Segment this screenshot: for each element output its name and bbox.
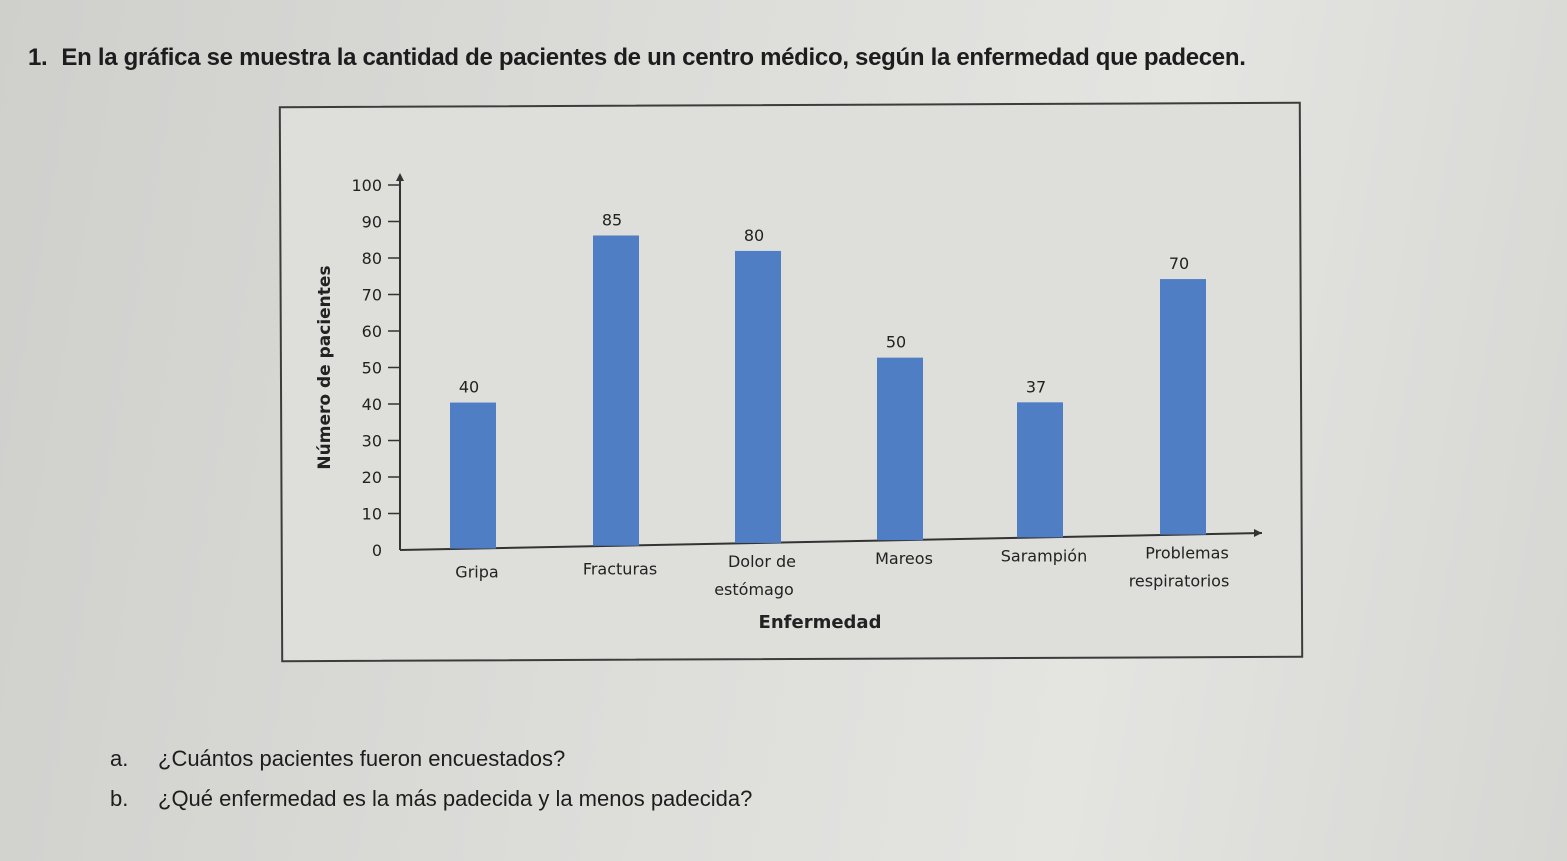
data-label: 40	[459, 378, 479, 397]
data-label: 85	[602, 210, 622, 229]
subquestion-b: b. ¿Qué enfermedad es la más padecida y l…	[110, 786, 752, 812]
y-tick-label: 0	[372, 541, 382, 560]
subquestion-text: ¿Qué enfermedad es la más padecida y la …	[158, 786, 753, 811]
question-title: 1. En la gráfica se muestra la cantidad d…	[28, 44, 1246, 72]
x-tick-label: Fracturas	[583, 560, 657, 579]
y-axis-arrow	[396, 173, 404, 181]
bar-1	[593, 235, 639, 546]
y-tick-label: 100	[351, 176, 382, 195]
x-tick-label: respiratorios	[1129, 572, 1230, 591]
question-number: 1.	[28, 44, 48, 71]
x-tick-label: Problemas	[1145, 544, 1229, 563]
data-label: 80	[744, 226, 764, 245]
y-tick-label: 10	[362, 505, 382, 524]
x-axis-title: Enfermedad	[759, 612, 882, 633]
x-tick-label: estómago	[714, 580, 794, 599]
subquestion-letter: b.	[110, 786, 129, 811]
y-tick-label: 80	[362, 249, 382, 268]
bar-4	[1017, 402, 1063, 538]
y-tick-label: 60	[362, 322, 382, 341]
data-label: 37	[1026, 377, 1046, 396]
data-label: 50	[886, 333, 906, 352]
x-axis-arrow	[1254, 529, 1262, 537]
data-label: 70	[1169, 254, 1189, 273]
x-axis	[399, 532, 1263, 551]
subquestion-text: ¿Cuántos pacientes fueron encuestados?	[158, 746, 566, 771]
bar-3	[877, 357, 923, 541]
x-tick-label: Mareos	[875, 549, 933, 568]
bar-0	[450, 402, 496, 549]
subquestion-letter: a.	[110, 746, 129, 771]
x-tick-label: Gripa	[455, 563, 498, 582]
bar-5	[1160, 279, 1206, 535]
y-tick-label: 70	[362, 286, 382, 305]
question-text: En la gráfica se muestra la cantidad de …	[61, 44, 1246, 71]
x-tick-label: Sarampión	[1001, 546, 1087, 565]
y-tick-label: 20	[362, 468, 382, 487]
y-tick-label: 90	[362, 213, 382, 232]
subquestion-a: a. ¿Cuántos pacientes fueron encuestados?	[110, 746, 565, 772]
y-tick-label: 50	[362, 359, 382, 378]
y-tick-label: 30	[362, 432, 382, 451]
bar-2	[735, 250, 781, 543]
x-tick-label: Dolor de	[728, 552, 796, 571]
y-tick-label: 40	[362, 395, 382, 414]
y-axis-title: Número de pacientes	[315, 265, 335, 469]
